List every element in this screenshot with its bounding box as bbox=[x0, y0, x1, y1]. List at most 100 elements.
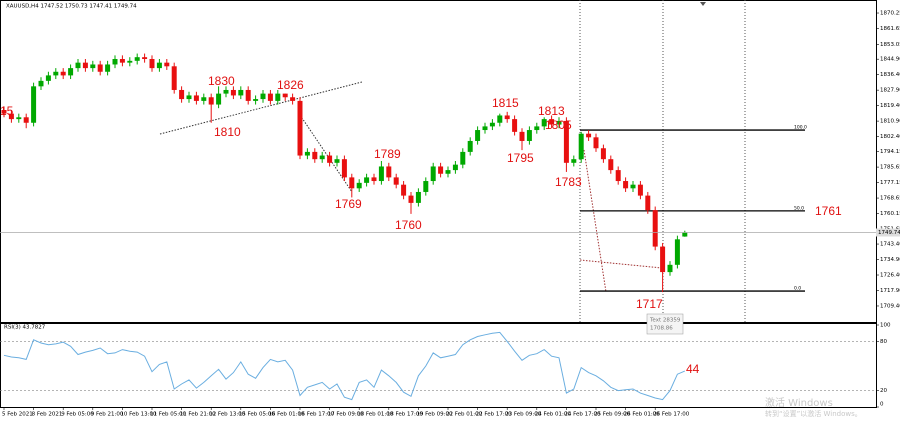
x-tick-label: 5 Feb 2021 bbox=[2, 412, 33, 418]
fibo-label: 50.0 bbox=[794, 205, 804, 211]
candle-body bbox=[134, 57, 140, 61]
x-tick-label: 8 Feb 2021 bbox=[32, 412, 63, 418]
annotation: 1761 bbox=[815, 204, 842, 218]
candle-body bbox=[260, 93, 266, 100]
y-tick-label: 1743.40 bbox=[880, 242, 900, 248]
candle-body bbox=[526, 130, 532, 141]
candle-body bbox=[467, 140, 473, 152]
chart-title: XAUUSD,H4 1747.52 1750.73 1747.41 1749.7… bbox=[6, 4, 137, 10]
candle-body bbox=[682, 232, 688, 237]
candle-body bbox=[364, 177, 370, 183]
y-tick-label: 1717.90 bbox=[880, 288, 900, 294]
rsi-title: RSI(3) 43.7827 bbox=[4, 325, 46, 331]
candle-body bbox=[408, 195, 414, 203]
y-tick-label: 1794.15 bbox=[880, 149, 900, 155]
annotation: 1805 bbox=[545, 118, 572, 132]
y-tick-label: 1777.15 bbox=[880, 180, 900, 186]
candle-body bbox=[164, 62, 170, 67]
rsi-tick-label: 0 bbox=[880, 402, 884, 408]
candle-body bbox=[415, 191, 421, 203]
candle-body bbox=[571, 159, 577, 163]
candle-body bbox=[600, 148, 606, 160]
candle-body bbox=[127, 60, 133, 63]
annotation: 1795 bbox=[507, 151, 534, 165]
candle-body bbox=[608, 159, 614, 171]
candle-body bbox=[593, 137, 599, 149]
candle-body bbox=[504, 115, 510, 120]
annotation: 1830 bbox=[208, 74, 235, 88]
candle-body bbox=[245, 89, 251, 101]
candle-body bbox=[75, 62, 81, 69]
candle-body bbox=[31, 86, 37, 123]
x-tick-label: 17 Feb 09:00 bbox=[328, 412, 365, 418]
annotation: 1717 bbox=[636, 297, 663, 311]
rsi-line bbox=[3, 331, 685, 401]
candle-body bbox=[53, 71, 59, 76]
candle-body bbox=[238, 89, 244, 96]
candle-body bbox=[82, 62, 88, 69]
candle-body bbox=[201, 97, 207, 101]
fibo-label: 100.0 bbox=[794, 125, 807, 131]
tooltip-text: 1708.86 bbox=[650, 326, 673, 332]
x-tick-label: 9 Feb 05:00 bbox=[61, 412, 94, 418]
y-tick-label: 1760.15 bbox=[880, 211, 900, 217]
candle-body bbox=[253, 99, 259, 101]
price-label: 1749.74 bbox=[878, 230, 900, 236]
candle-body bbox=[578, 133, 584, 160]
candle-body bbox=[90, 64, 96, 69]
candle-body bbox=[667, 264, 673, 273]
watermark: 转到“设置”以激活 Windows。 bbox=[765, 409, 862, 418]
x-tick-label: 24 Feb 17:00 bbox=[564, 412, 601, 418]
y-tick-label: 1844.90 bbox=[880, 57, 900, 63]
candle-body bbox=[60, 71, 66, 76]
candle-body bbox=[349, 177, 355, 189]
x-tick-label: 22 Feb 01:00 bbox=[446, 412, 483, 418]
price-label-box bbox=[876, 228, 900, 237]
candle-body bbox=[645, 195, 651, 211]
candle-body bbox=[430, 166, 436, 182]
candle-body bbox=[341, 159, 347, 178]
candle-body bbox=[297, 100, 303, 156]
x-tick-label: 26 Feb 01:00 bbox=[624, 412, 661, 418]
candle-body bbox=[630, 184, 636, 189]
x-tick-label: 11 Feb 05:00 bbox=[150, 412, 187, 418]
candle-body bbox=[615, 170, 621, 182]
candle-body bbox=[16, 117, 22, 120]
candle-body bbox=[563, 120, 569, 163]
trend-line bbox=[299, 114, 353, 193]
candle-body bbox=[208, 97, 214, 105]
candle-body bbox=[334, 159, 340, 163]
candle-body bbox=[445, 170, 451, 174]
y-tick-label: 1785.65 bbox=[880, 165, 900, 171]
candle-body bbox=[45, 75, 51, 81]
candle-body bbox=[38, 80, 44, 87]
annotation: 1813 bbox=[538, 104, 565, 118]
candle-body bbox=[674, 239, 680, 265]
y-tick-label: 1819.40 bbox=[880, 103, 900, 109]
x-tick-label: 10 Feb 13:00 bbox=[120, 412, 157, 418]
annotation: 15 bbox=[0, 104, 14, 118]
x-tick-label: 23 Feb 09:00 bbox=[505, 412, 542, 418]
candle-body bbox=[319, 155, 325, 160]
candle-body bbox=[216, 93, 222, 105]
x-tick-label: 25 Feb 09:00 bbox=[594, 412, 631, 418]
x-tick-label: 19 Feb 09:00 bbox=[416, 412, 453, 418]
candle-body bbox=[489, 122, 495, 127]
candle-body bbox=[460, 151, 466, 165]
watermark: 激活 Windows bbox=[765, 396, 833, 409]
candle-body bbox=[312, 151, 318, 160]
y-tick-label: 1827.90 bbox=[880, 88, 900, 94]
candle-body bbox=[660, 246, 666, 273]
candle-body bbox=[519, 131, 525, 141]
candle-body bbox=[356, 182, 362, 189]
candle-body bbox=[290, 97, 296, 101]
candle-body bbox=[556, 120, 562, 125]
annotation: 1815 bbox=[492, 96, 519, 110]
candle-body bbox=[438, 166, 444, 174]
candle-body bbox=[156, 62, 162, 69]
annotation: 1769 bbox=[335, 197, 362, 211]
candle-body bbox=[97, 64, 103, 72]
candle-body bbox=[452, 164, 458, 171]
candle-body bbox=[497, 115, 503, 123]
